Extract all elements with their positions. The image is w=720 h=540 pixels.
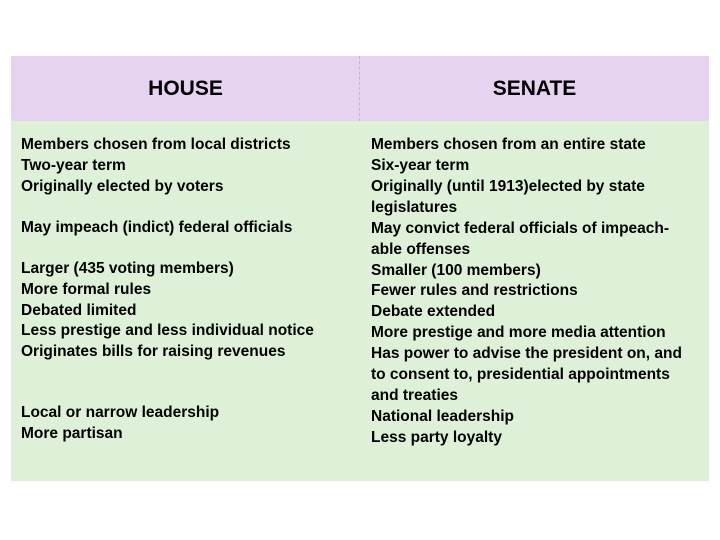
house-text: Larger (435 voting members) [21, 259, 345, 280]
senate-text: Less party loyalty [371, 428, 695, 449]
senate-group-1: Members chosen from an entire state Six-… [371, 135, 695, 219]
house-text: Originates bills for raising revenues [21, 342, 345, 363]
house-group-4: Local or narrow leadership More partisan [21, 403, 345, 445]
house-text: Members chosen from local districts [21, 135, 345, 156]
house-group-2: May impeach (indict) federal officials [21, 218, 345, 239]
senate-text: Members chosen from an entire state [371, 135, 695, 156]
senate-group-3: Smaller (100 members) Fewer rules and re… [371, 261, 695, 407]
house-text: Less prestige and less individual notice [21, 321, 345, 342]
header-house: HOUSE [11, 56, 360, 121]
senate-text: Smaller (100 members) [371, 261, 695, 282]
house-text: Originally elected by voters [21, 177, 345, 198]
house-group-3: Larger (435 voting members) More formal … [21, 259, 345, 364]
slide: HOUSE SENATE Members chosen from local d… [0, 0, 720, 540]
senate-text: able offenses [371, 240, 695, 261]
senate-group-2: May convict federal officials of impeach… [371, 219, 695, 261]
senate-column: Members chosen from an entire state Six-… [355, 121, 709, 481]
senate-text: Six-year term [371, 156, 695, 177]
senate-text: May convict federal officials of impeach… [371, 219, 695, 240]
house-text: More formal rules [21, 280, 345, 301]
house-group-1: Members chosen from local districts Two-… [21, 135, 345, 198]
senate-text: and treaties [371, 386, 695, 407]
senate-text: Debate extended [371, 302, 695, 323]
senate-text: More prestige and more media attention [371, 323, 695, 344]
house-text: More partisan [21, 424, 345, 445]
house-text: Two-year term [21, 156, 345, 177]
body-row: Members chosen from local districts Two-… [11, 121, 709, 481]
house-text: Debated limited [21, 301, 345, 322]
senate-text: to consent to, presidential appointments [371, 365, 695, 386]
house-text: Local or narrow leadership [21, 403, 345, 424]
senate-text: Fewer rules and restrictions [371, 281, 695, 302]
header-senate: SENATE [360, 56, 709, 121]
senate-group-4: National leadership Less party loyalty [371, 407, 695, 449]
senate-text: Has power to advise the president on, an… [371, 344, 695, 365]
senate-text: legislatures [371, 198, 695, 219]
house-column: Members chosen from local districts Two-… [11, 121, 355, 481]
column-divider [359, 56, 361, 121]
senate-text: Originally (until 1913)elected by state [371, 177, 695, 198]
senate-text: National leadership [371, 407, 695, 428]
house-text: May impeach (indict) federal officials [21, 218, 345, 239]
